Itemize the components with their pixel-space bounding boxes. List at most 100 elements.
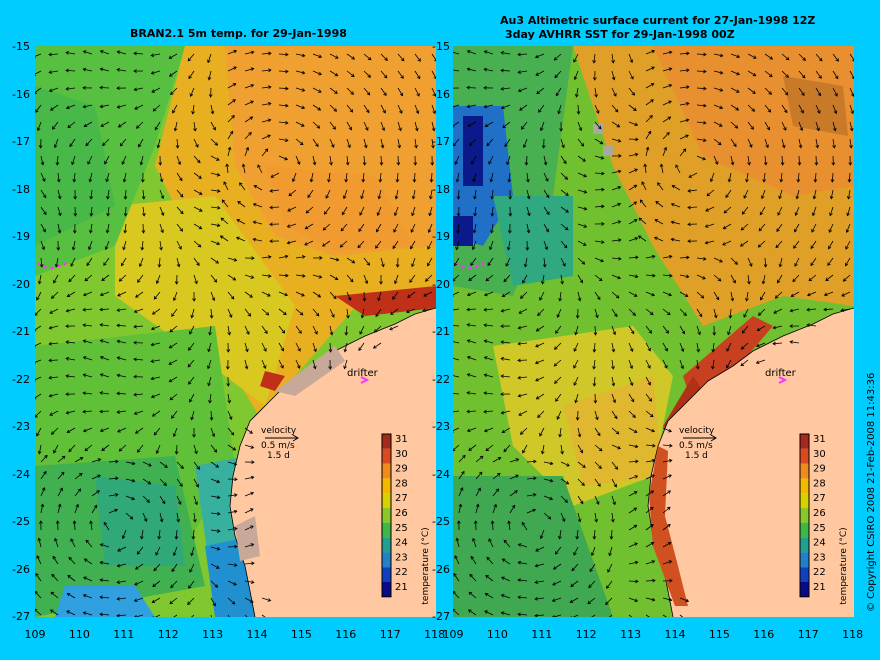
colorbar-swatch — [800, 537, 809, 553]
y-tick-label: -19 — [432, 230, 450, 243]
colorbar-swatch — [800, 582, 809, 597]
x-tick-label: 112 — [575, 628, 597, 641]
y-tick-label: -25 — [12, 515, 30, 528]
colorbar-tick: 22 — [813, 567, 826, 578]
colorbar-tick: 27 — [395, 493, 408, 504]
x-tick-label: 114 — [664, 628, 686, 641]
right-current-vectors — [453, 49, 854, 617]
x-tick-label: 116 — [753, 628, 775, 641]
right-drifter-label: drifter — [765, 368, 797, 379]
colorbar-tick: 29 — [813, 464, 826, 475]
colorbar-swatch — [382, 582, 391, 597]
left-drifter-marker — [360, 376, 370, 384]
y-tick-label: -22 — [432, 372, 450, 386]
colorbar-swatch — [382, 508, 391, 523]
x-tick-label: 110 — [68, 628, 90, 641]
y-tick-label: -23 — [432, 420, 450, 433]
colorbar-swatch — [800, 567, 809, 582]
y-tick-label: -26 — [12, 562, 30, 576]
right-drifter-marker — [778, 376, 788, 384]
y-tick-label: -20 — [432, 277, 450, 291]
right-velocity-scale: 0.5 m/s — [679, 441, 713, 451]
y-tick-label: -21 — [432, 325, 450, 338]
colorbar-swatch — [800, 522, 809, 538]
colorbar-tick: 27 — [813, 493, 826, 504]
colorbar-tick: 25 — [813, 523, 826, 534]
colorbar-tick: 22 — [395, 567, 408, 578]
right-map-panel: drifter velocity 0.5 m/s 1.5 d 31 30 29 28 2… — [453, 46, 854, 617]
x-tick-label: 112 — [157, 628, 179, 641]
x-tick-label: 118 — [424, 628, 446, 641]
left-velocity-scale: 0.5 m/s — [261, 441, 295, 451]
colorbar-tick: 31 — [395, 434, 408, 445]
y-tick-label: -22 — [12, 372, 30, 386]
colorbar-swatch — [382, 537, 391, 553]
colorbar-tick: 23 — [813, 552, 826, 563]
left-time-scale: 1.5 d — [267, 451, 290, 461]
colorbar-swatch — [800, 493, 809, 508]
y-tick-label: -24 — [12, 467, 30, 481]
x-tick-label: 117 — [797, 628, 819, 641]
x-tick-label: 111 — [113, 628, 135, 641]
colorbar-tick: 23 — [395, 552, 408, 563]
colorbar-tick: 26 — [395, 508, 408, 519]
y-tick-label: -21 — [12, 325, 30, 338]
right-velocity-label: velocity — [679, 426, 715, 436]
x-tick-label: 109 — [24, 628, 46, 641]
right-time-scale: 1.5 d — [685, 451, 708, 461]
x-tick-label: 113 — [202, 628, 224, 641]
x-tick-label: 114 — [246, 628, 268, 641]
colorbar-swatch — [382, 434, 391, 449]
copyright-text: © Copyright CSIRO 2008 21-Feb-2008 11:43… — [866, 372, 877, 612]
colorbar-swatch — [382, 448, 391, 464]
colorbar-tick: 30 — [395, 449, 408, 460]
right-panel-title-line1: Au3 Altimetric surface current for 27-Ja… — [500, 14, 816, 27]
colorbar-label: temperature (°C) — [839, 527, 849, 604]
left-colorbar: 31 30 29 28 27 26 25 24 23 22 21 temperature (°C) — [381, 433, 431, 605]
y-tick-label: -15 — [12, 40, 30, 53]
colorbar-swatch — [800, 478, 809, 494]
colorbar-swatch — [800, 463, 809, 479]
colorbar-label: temperature (°C) — [421, 527, 431, 604]
y-tick-label: -20 — [12, 277, 30, 291]
colorbar-tick: 24 — [813, 538, 826, 549]
left-panel-title: BRAN2.1 5m temp. for 29-Jan-1998 — [130, 27, 347, 40]
y-tick-label: -19 — [12, 230, 30, 243]
colorbar-swatch — [382, 478, 391, 494]
x-tick-label: 109 — [442, 628, 464, 641]
colorbar-tick: 21 — [813, 582, 826, 593]
colorbar-swatch — [382, 567, 391, 582]
x-tick-label: 113 — [620, 628, 642, 641]
left-velocity-label: velocity — [261, 426, 297, 436]
colorbar-tick: 30 — [813, 449, 826, 460]
y-tick-label: -15 — [432, 40, 450, 53]
x-tick-label: 117 — [379, 628, 401, 641]
colorbar-swatch — [382, 463, 391, 479]
colorbar-tick: 31 — [813, 434, 826, 445]
y-tick-label: -24 — [432, 467, 450, 481]
colorbar-tick: 21 — [395, 582, 408, 593]
y-tick-label: -17 — [12, 135, 30, 148]
colorbar-tick: 25 — [395, 523, 408, 534]
colorbar-tick: 28 — [395, 478, 408, 489]
x-tick-label: 116 — [335, 628, 357, 641]
y-tick-label: -16 — [12, 87, 30, 101]
y-tick-label: -17 — [432, 135, 450, 148]
y-tick-label: -18 — [432, 182, 450, 196]
right-colorbar: 31 30 29 28 27 26 25 24 23 22 21 temperature (°C) — [799, 433, 849, 605]
colorbar-tick: 26 — [813, 508, 826, 519]
left-drifter-label: drifter — [347, 368, 379, 379]
colorbar-swatch — [800, 508, 809, 523]
y-tick-label: -26 — [432, 562, 450, 576]
colorbar-swatch — [382, 522, 391, 538]
y-tick-label: -18 — [12, 182, 30, 196]
colorbar-swatch — [800, 448, 809, 464]
left-current-vectors — [35, 49, 436, 617]
colorbar-tick: 28 — [813, 478, 826, 489]
colorbar-swatch — [382, 493, 391, 508]
left-temperature-map: drifter velocity 0.5 m/s 1.5 d 31 30 29 28 2… — [35, 46, 436, 617]
colorbar-swatch — [800, 552, 809, 568]
x-tick-label: 118 — [842, 628, 864, 641]
right-sst-map: drifter velocity 0.5 m/s 1.5 d 31 30 29 28 2… — [453, 46, 854, 617]
colorbar-tick: 29 — [395, 464, 408, 475]
